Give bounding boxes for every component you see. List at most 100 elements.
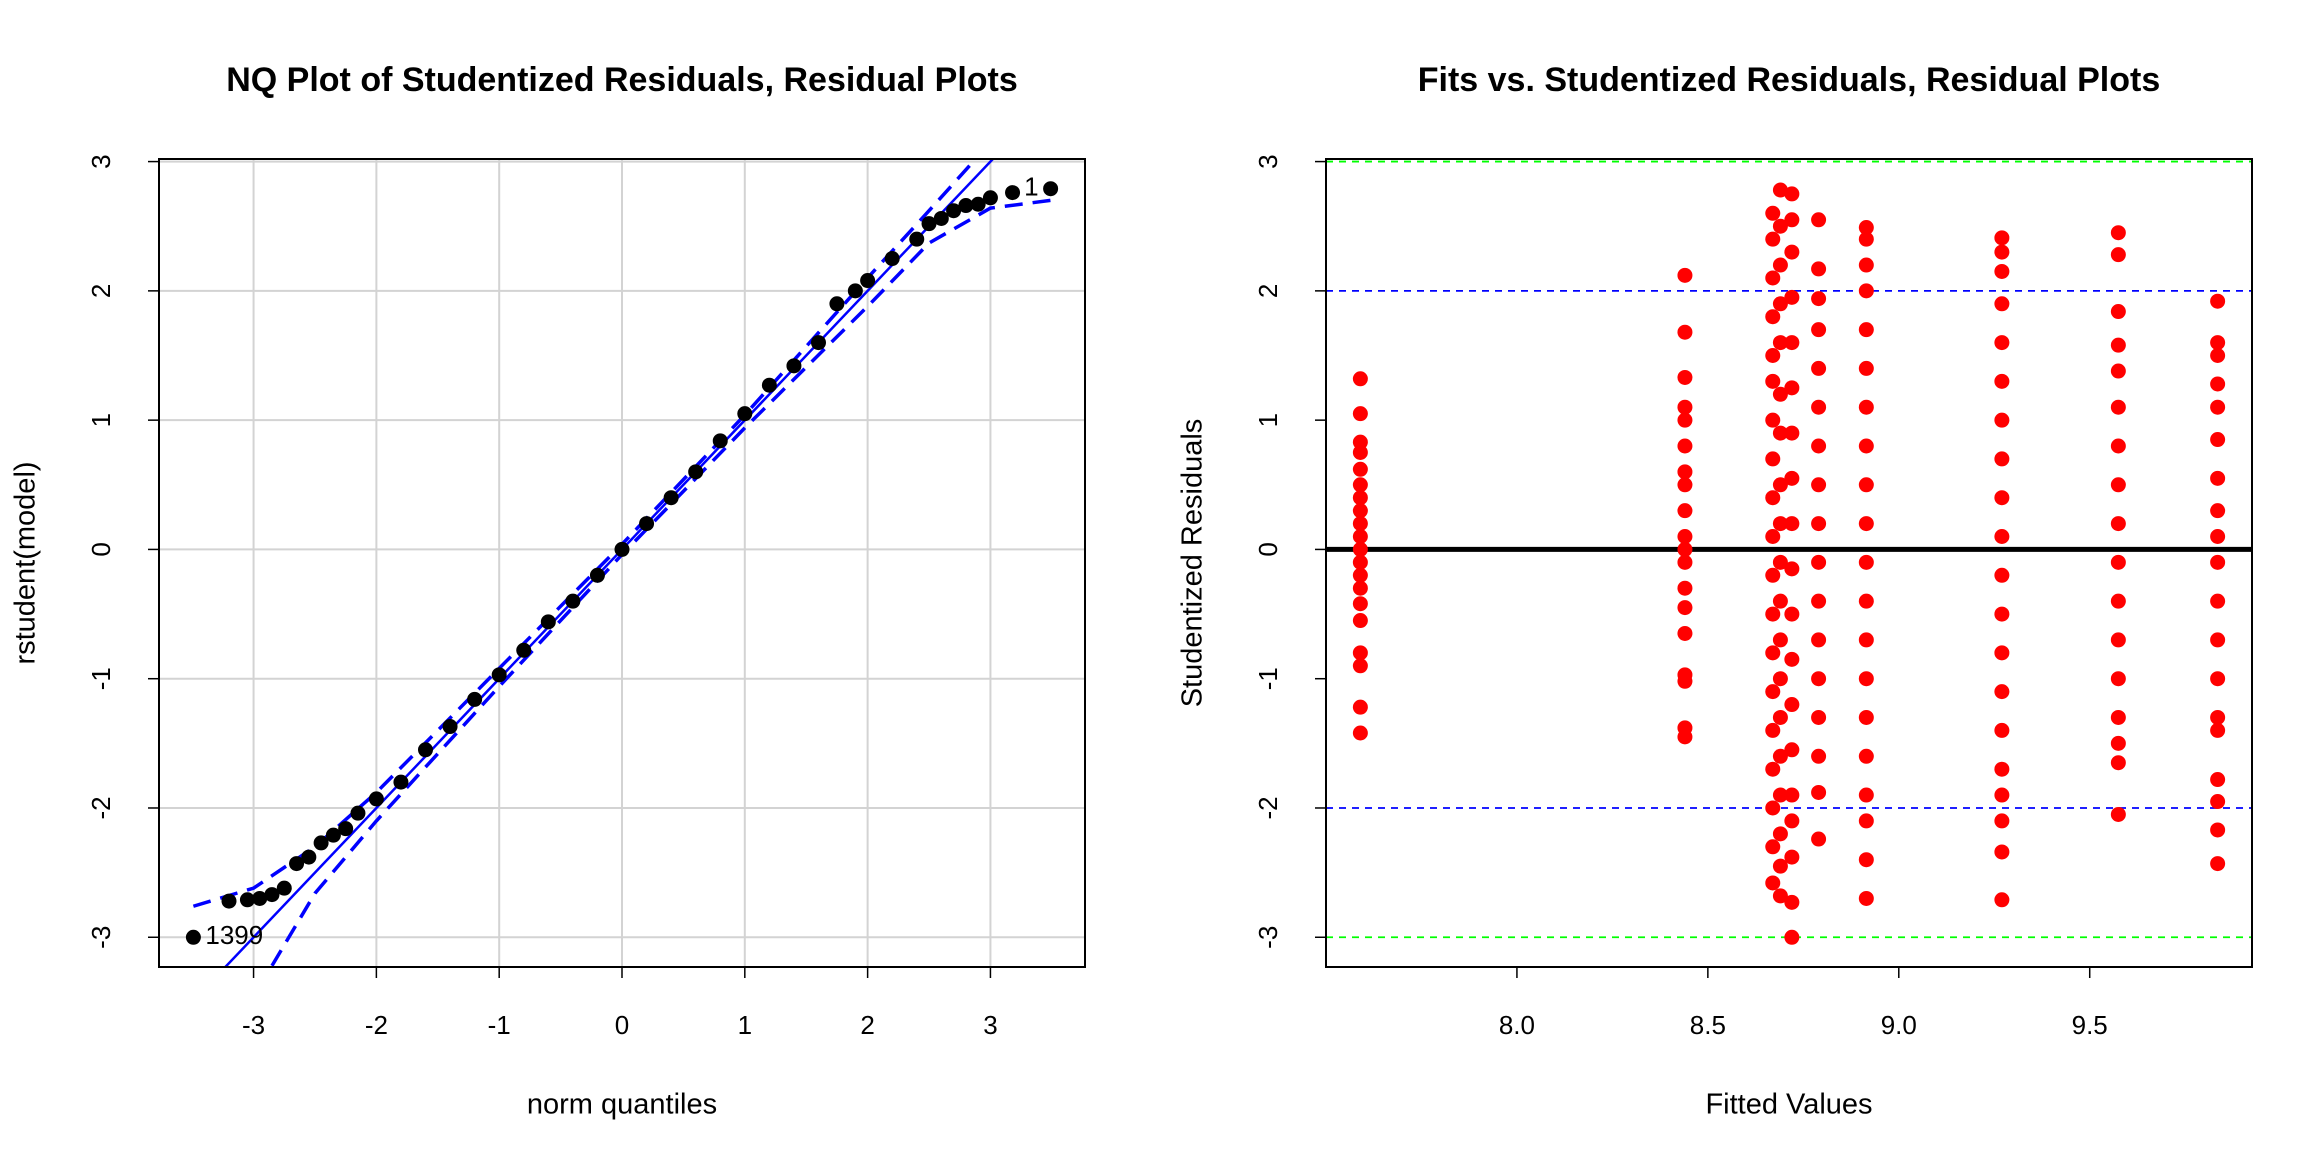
point: [2210, 528, 2226, 544]
point: [1352, 658, 1368, 674]
point: [1772, 554, 1788, 570]
point: [712, 433, 728, 449]
point: [1858, 283, 1874, 299]
y-tick-label: 2: [86, 284, 116, 298]
point: [1765, 875, 1781, 891]
y-tick-label: -2: [86, 796, 116, 819]
point: [1352, 461, 1368, 477]
point: [1765, 722, 1781, 738]
plot-area: [1326, 160, 2252, 945]
point: [1784, 742, 1800, 758]
point: [1858, 477, 1874, 493]
point: [2110, 806, 2126, 822]
point: [1772, 477, 1788, 493]
point: [2110, 304, 2126, 320]
point: [1784, 186, 1800, 202]
point: [1858, 709, 1874, 725]
point: [1677, 464, 1693, 480]
point: [565, 593, 581, 609]
point: [1352, 434, 1368, 450]
point: [1765, 270, 1781, 286]
y-tick-label: -2: [1253, 796, 1283, 819]
point: [1858, 360, 1874, 376]
y-tick-label: 2: [1253, 284, 1283, 298]
point: [2210, 593, 2226, 609]
y-tick-label: -3: [1253, 926, 1283, 949]
point: [1811, 784, 1827, 800]
point: [1772, 826, 1788, 842]
point: [1858, 852, 1874, 868]
point: [1784, 289, 1800, 305]
chart-title: NQ Plot of Studentized Residuals, Residu…: [226, 61, 1018, 99]
point: [1994, 892, 2010, 908]
point: [1765, 205, 1781, 221]
point: [1994, 684, 2010, 700]
confidence-envelope: [270, 198, 1051, 967]
point: [1811, 322, 1827, 338]
point: [1765, 800, 1781, 816]
confidence-envelope: [192, 159, 976, 908]
plot-frame: [158, 158, 1086, 968]
point: [185, 929, 201, 945]
point: [1994, 722, 2010, 738]
point: [368, 791, 384, 807]
point: [614, 541, 630, 557]
point: [884, 251, 900, 267]
point: [1811, 291, 1827, 307]
point: [1677, 625, 1693, 641]
point: [2210, 399, 2226, 415]
point: [1352, 596, 1368, 612]
point: [2110, 225, 2126, 241]
x-tick-label: 8.0: [1499, 1010, 1535, 1040]
y-tick-label: -1: [86, 667, 116, 690]
point: [1772, 257, 1788, 273]
point: [829, 296, 845, 312]
point: [1772, 858, 1788, 874]
point: [1811, 360, 1827, 376]
point: [1005, 185, 1021, 201]
point: [2210, 772, 2226, 788]
x-tick-label: -3: [242, 1010, 265, 1040]
point: [1765, 839, 1781, 855]
point: [1858, 593, 1874, 609]
point: [933, 210, 949, 226]
point: [1784, 561, 1800, 577]
point: [1994, 567, 2010, 583]
point: [1784, 651, 1800, 667]
point: [1677, 600, 1693, 616]
point: [467, 691, 483, 707]
point: [1994, 244, 2010, 260]
point: [1994, 490, 2010, 506]
point: [1994, 230, 2010, 246]
point: [1858, 257, 1874, 273]
point: [1772, 888, 1788, 904]
point: [921, 216, 937, 232]
point: [1677, 528, 1693, 544]
point: [1765, 684, 1781, 700]
point: [2210, 335, 2226, 351]
point: [338, 821, 354, 837]
x-tick-label: 3: [983, 1010, 997, 1040]
point: [1784, 516, 1800, 532]
x-tick-label: 1: [738, 1010, 752, 1040]
y-tick-label: 1: [1253, 413, 1283, 427]
point: [350, 805, 366, 821]
plot-frame: [1325, 158, 2253, 968]
point: [1772, 787, 1788, 803]
point: [1784, 244, 1800, 260]
point: [264, 887, 280, 903]
point: [313, 835, 329, 851]
point: [1772, 748, 1788, 764]
point: [1784, 813, 1800, 829]
point: [1772, 182, 1788, 198]
point: [847, 283, 863, 299]
point: [1994, 761, 2010, 777]
point: [1811, 477, 1827, 493]
point: [1994, 451, 2010, 467]
point: [1772, 632, 1788, 648]
point: [2210, 470, 2226, 486]
point: [1765, 567, 1781, 583]
point: [2110, 337, 2126, 353]
point: [2210, 348, 2226, 364]
point: [1352, 371, 1368, 387]
